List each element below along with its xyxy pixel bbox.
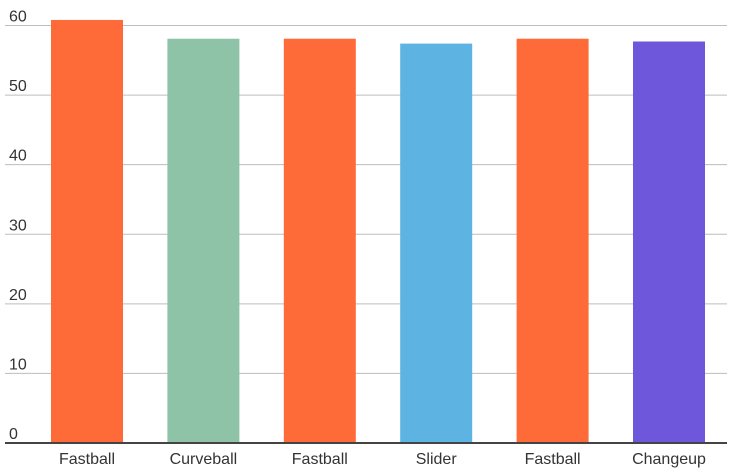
- x-category-label: Fastball: [525, 451, 581, 468]
- y-tick-label: 40: [9, 148, 27, 165]
- x-category-label: Curveball: [170, 451, 238, 468]
- gridlines: [5, 25, 727, 374]
- y-tick-label: 10: [9, 356, 27, 373]
- bar: [633, 41, 705, 444]
- y-tick-label: 20: [9, 287, 27, 304]
- y-axis-tick-labels: 0 10 20 30 40 50 60: [9, 9, 27, 444]
- bar: [51, 19, 123, 444]
- bar: [516, 38, 589, 444]
- y-tick-label: 60: [9, 9, 27, 26]
- bar: [167, 38, 240, 444]
- y-tick-label: 0: [9, 426, 18, 443]
- y-tick-label: 30: [9, 217, 27, 234]
- bar: [400, 43, 473, 443]
- bar: [283, 38, 356, 444]
- x-category-label: Slider: [416, 451, 458, 468]
- x-category-label: Fastball: [292, 451, 348, 468]
- x-category-label: Fastball: [59, 451, 115, 468]
- bars: [51, 19, 705, 444]
- y-tick-label: 50: [9, 78, 27, 95]
- x-category-label: Changeup: [632, 451, 706, 468]
- x-axis-category-labels: Fastball Curveball Fastball Slider Fastball C…: [59, 451, 706, 468]
